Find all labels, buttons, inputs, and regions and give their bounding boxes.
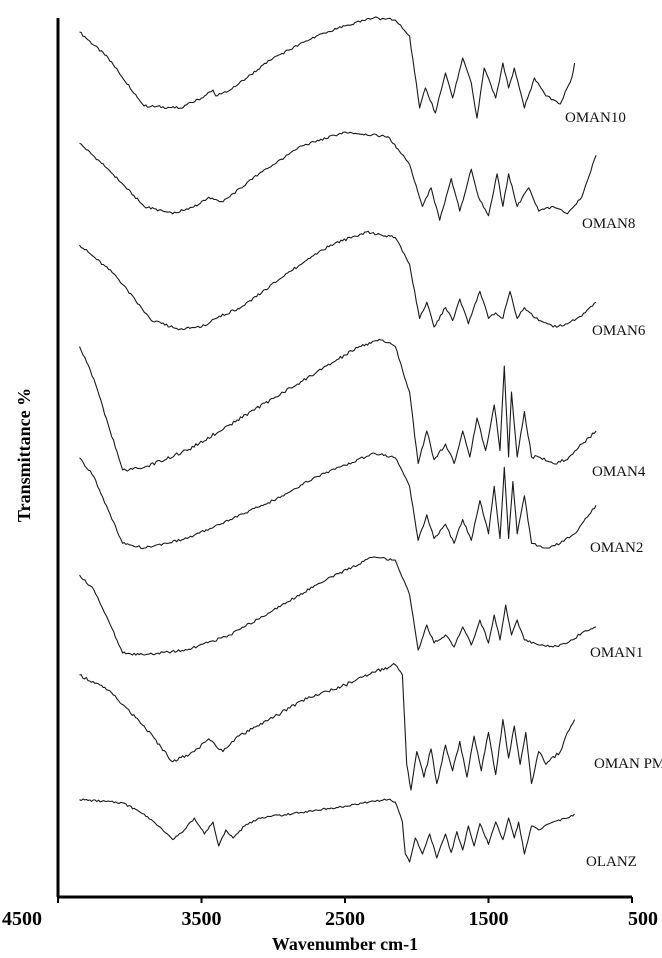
x-tick-label: 2500 [325, 908, 365, 930]
series-label: OMAN6 [592, 323, 646, 339]
series-label: OMAN8 [582, 216, 635, 232]
series-label: OMAN4 [592, 464, 646, 480]
spectrum-line-olanz [79, 798, 575, 863]
spectrum-line-oman2 [79, 452, 597, 550]
series-label: OMAN10 [565, 110, 626, 126]
x-tick-label: 4500 [2, 908, 42, 930]
spectrum-line-oman-pm [79, 663, 576, 791]
spectrum-line-oman8 [79, 131, 597, 221]
x-tick-layer: 4500 3500 2500 1500 500 [2, 897, 658, 930]
x-tick-label: 1500 [469, 908, 509, 930]
series-label: OMAN1 [590, 645, 643, 661]
series-label: OMAN2 [590, 540, 643, 556]
series-label: OLANZ [586, 854, 637, 870]
y-axis-label: Transmittance % [14, 388, 34, 522]
x-tick-label: 3500 [182, 908, 222, 930]
spectrum-line-oman6 [79, 230, 597, 331]
spectrum-line-oman1 [79, 556, 597, 656]
x-tick-label: 500 [628, 908, 658, 930]
x-axis-label: Wavenumber cm-1 [272, 934, 418, 954]
spectra-layer [78, 16, 597, 863]
series-label-layer: OMAN10 OMAN8 OMAN6 OMAN4 OMAN2 OMAN1 OMAN PM OL… [565, 110, 662, 870]
spectrum-line-oman10 [79, 16, 576, 119]
series-label: OMAN PM [594, 756, 662, 772]
spectrum-line-oman4 [78, 338, 597, 472]
